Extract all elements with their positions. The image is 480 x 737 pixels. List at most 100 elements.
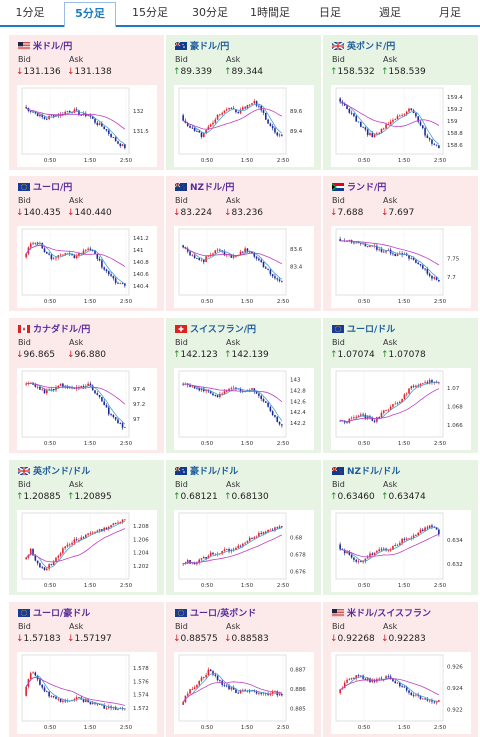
pair-title[interactable]: ユーロ/円 [18, 180, 72, 194]
candle [435, 701, 438, 703]
candle [64, 253, 66, 255]
pair-title[interactable]: 米ドル/円 [18, 39, 72, 53]
candle [43, 687, 46, 692]
tab-3[interactable]: 30分足 [192, 6, 228, 19]
candle [48, 389, 50, 391]
mini-chart[interactable]: 89.6 89.4 0:50 1:50 2:50 [174, 85, 314, 167]
mini-chart[interactable]: 1.578 1.576 1.574 1.572 0:50 1:50 2:50 [17, 652, 157, 734]
tab-7[interactable]: 月足 [439, 6, 461, 19]
y-tick-label: 142.6 [290, 399, 306, 405]
mini-chart[interactable]: 0.634 0.632 0:50 1:50 2:50 [331, 510, 471, 592]
tab-1[interactable]: 5分足 [64, 2, 116, 27]
ma-short-line [183, 383, 283, 421]
candle [124, 427, 126, 428]
candle [405, 687, 408, 691]
rate-card[interactable]: 英ポンド/円 Bid Ask ↑158.532 ↑158.539 159.4 15… [323, 35, 478, 170]
rate-card[interactable]: 豪ドル/ドル Bid Ask ↑0.68121 ↑0.68130 0.68 0.6… [166, 460, 321, 595]
candle [424, 268, 426, 270]
candle [242, 689, 244, 691]
rate-card[interactable]: 豪ドル/円 Bid Ask ↑89.339 ↑89.344 89.6 89.4 0:… [166, 35, 321, 170]
tab-5[interactable]: 日足 [319, 6, 341, 19]
pair-title[interactable]: NZドル/ドル [331, 464, 400, 478]
candle [78, 253, 80, 257]
candle [75, 109, 78, 111]
rate-card[interactable]: スイスフラン/円 Bid Ask ↑142.123 ↑142.139 143 14… [166, 318, 321, 453]
x-tick-label: 2:50 [120, 299, 133, 305]
candle [230, 549, 233, 552]
mini-chart[interactable]: 141.2 141 140.8 140.6 140.4 0:50 1:50 2:50 [17, 226, 157, 308]
x-tick-label: 2:50 [434, 725, 447, 731]
pair-title[interactable]: 英ポンド/円 [331, 39, 395, 53]
flag-icon [18, 608, 30, 617]
chart-svg: 141.2 141 140.8 140.6 140.4 0:50 1:50 2:50 [21, 228, 149, 305]
rate-card[interactable]: NZドル/ドル Bid Ask ↑0.63460 ↑0.63474 0.634 0… [323, 460, 478, 595]
rate-card[interactable]: ユーロ/ドル Bid Ask ↑1.07074 ↑1.07078 1.07 1.0… [323, 318, 478, 453]
mini-chart[interactable]: 7.75 7.7 0:50 1:50 2:50 [331, 226, 471, 308]
mini-chart[interactable]: 132 131.5 0:50 1:50 2:50 [17, 85, 157, 167]
rate-card[interactable]: ユーロ/英ポンド Bid Ask ↓0.88575 ↓0.88583 0.887… [166, 602, 321, 737]
pair-title[interactable]: ランド/円 [332, 180, 386, 194]
pair-title[interactable]: カナダドル/円 [18, 322, 90, 336]
mini-chart[interactable]: 1.208 1.206 1.204 1.202 0:50 1:50 2:50 [17, 510, 157, 592]
ask-label: Ask [383, 480, 398, 489]
candle [41, 114, 44, 117]
pair-title[interactable]: 豪ドル/円 [174, 39, 229, 53]
candle [428, 273, 431, 276]
pair-title[interactable]: NZドル/円 [174, 180, 234, 194]
rate-card[interactable]: ユーロ/豪ドル Bid Ask ↓1.57183 ↓1.57197 1.578 1… [9, 602, 164, 737]
mini-chart[interactable]: 83.6 83.4 0:50 1:50 2:50 [174, 226, 314, 308]
pair-title[interactable]: ユーロ/ドル [332, 322, 395, 336]
bid-value: 0.88575 [180, 634, 218, 644]
candle [392, 546, 394, 550]
candle [39, 563, 41, 568]
pair-title[interactable]: 英ポンド/ドル [17, 464, 90, 478]
tab-4[interactable]: 1時間足 [250, 6, 290, 19]
candle [364, 558, 367, 562]
y-tick-label: 1.574 [133, 693, 149, 699]
candle [200, 259, 203, 261]
rate-card[interactable]: 米ドル/スイスフラン Bid Ask ↓0.92268 ↓0.92283 0.9… [323, 602, 478, 737]
arrow-down-icon: ↓ [16, 67, 24, 77]
candle [196, 130, 198, 132]
y-tick-label: 1.572 [133, 706, 149, 712]
x-tick-label: 1:50 [398, 158, 411, 164]
candle [360, 414, 362, 416]
bid-label: Bid [18, 55, 31, 64]
pair-title[interactable]: ユーロ/豪ドル [18, 606, 90, 620]
rate-card[interactable]: ランド/円 Bid Ask ↓7.688 ↓7.697 7.75 7.7 0:50 1… [323, 176, 478, 311]
chart-svg: 0.68 0.678 0.676 0:50 1:50 2:50 [178, 512, 306, 589]
mini-chart[interactable]: 0.68 0.678 0.676 0:50 1:50 2:50 [174, 510, 314, 592]
mini-chart[interactable]: 97.4 97.2 97 0:50 1:50 2:50 [17, 368, 157, 450]
pair-title[interactable]: 豪ドル/ドル [174, 464, 238, 478]
pair-title[interactable]: スイスフラン/円 [175, 322, 256, 336]
tab-2[interactable]: 15分足 [132, 6, 168, 19]
candle [114, 707, 117, 710]
ask-label: Ask [69, 480, 84, 489]
rate-card[interactable]: カナダドル/円 Bid Ask ↓96.865 ↓96.880 97.4 97.2… [9, 318, 164, 453]
mini-chart[interactable]: 0.887 0.886 0.885 0:50 1:50 2:50 [174, 652, 314, 734]
mini-chart[interactable]: 1.07 1.068 1.066 0:50 1:50 2:50 [331, 368, 471, 450]
rate-card[interactable]: NZドル/円 Bid Ask ↓83.224 ↓83.236 83.6 83.4 0… [166, 176, 321, 311]
rate-card[interactable]: 英ポンド/ドル Bid Ask ↑1.20885 ↑1.20895 1.208 1… [9, 460, 164, 595]
candle [94, 531, 96, 533]
mini-chart[interactable]: 143 142.8 142.6 142.4 142.2 0:50 1:50 2:50 [174, 368, 314, 450]
candle [121, 144, 124, 146]
rate-card[interactable]: 米ドル/円 Bid Ask ↓131.136 ↓131.138 132 131.5… [9, 35, 164, 170]
ask-label: Ask [383, 338, 398, 347]
candle [117, 282, 119, 284]
candle [399, 682, 401, 687]
mini-chart[interactable]: 0.926 0.924 0.922 0:50 1:50 2:50 [331, 652, 471, 734]
candle [203, 557, 205, 559]
pair-title[interactable]: ユーロ/英ポンド [175, 606, 256, 620]
bid-label: Bid [175, 196, 188, 205]
tab-6[interactable]: 週足 [379, 6, 401, 19]
candle [43, 389, 46, 394]
tab-0[interactable]: 1分足 [15, 6, 45, 19]
rate-card[interactable]: ユーロ/円 Bid Ask ↓140.435 ↓140.440 141.2 141… [9, 176, 164, 311]
candle [121, 283, 124, 285]
candle [396, 254, 399, 257]
mini-chart[interactable]: 159.4 159.2 159 158.8 158.6 0:50 1:50 2:50 [331, 85, 471, 167]
pair-title[interactable]: 米ドル/スイスフラン [332, 606, 431, 620]
ask-price: ↓131.138 [67, 67, 112, 77]
candle [78, 697, 80, 699]
